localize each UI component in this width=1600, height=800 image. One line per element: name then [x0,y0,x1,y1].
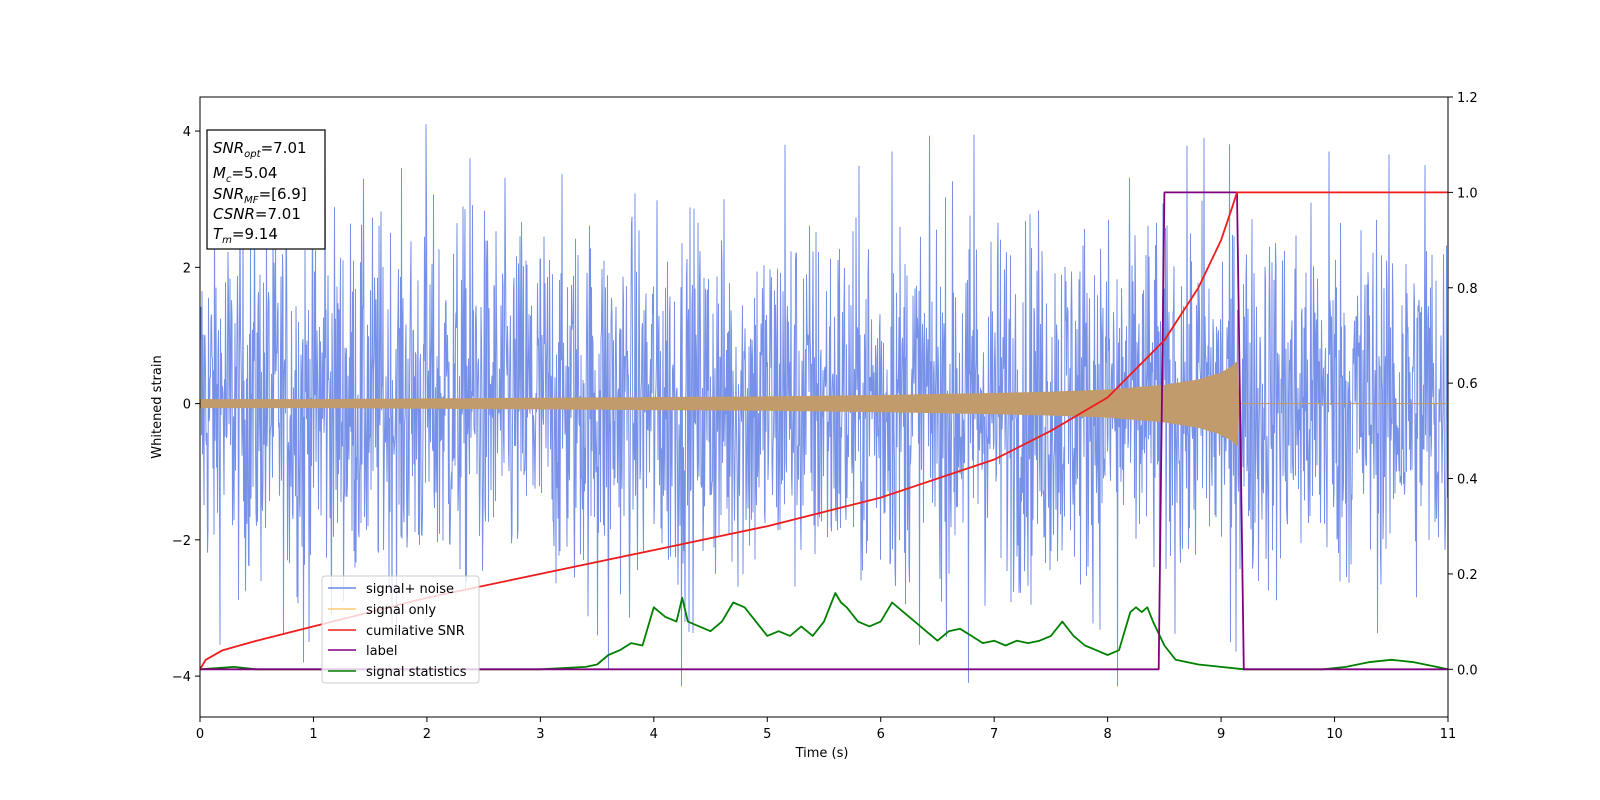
x-tick-label: 0 [196,727,204,742]
cumulative-snr-line [200,191,1448,670]
y-tick-label: 4 [183,125,191,140]
annotation-csnr: CSNR=7.01 [213,205,301,223]
annotation-snr-mf: SNRMF=[6.9] [213,185,307,206]
legend-frame [321,575,480,684]
x-tick-label: 10 [1326,727,1343,742]
legend-label-label: label [366,644,397,659]
plot-frame [199,96,1449,718]
x-axis: 0 1 2 3 4 5 6 7 8 9 10 11 [196,717,1456,742]
signal-statistics-line [200,592,1448,671]
annotation-merger-time: Tm=9.14 [213,225,278,246]
label-line [200,191,1448,671]
y-axis-left: −4 −2 0 2 4 [172,125,200,685]
right-axis-series [200,191,1448,671]
y2-tick-label: 0.0 [1457,663,1478,678]
x-tick-label: 9 [1217,727,1225,742]
y2-tick-label: 0.2 [1457,568,1478,583]
snr-annotation-box: SNRopt=7.01 Mc=5.04 SNRMF=[6.9] CSNR=7.0… [206,129,326,250]
x-tick-label: 7 [990,727,998,742]
x-tick-label: 1 [309,727,317,742]
y2-tick-label: 0.8 [1457,282,1478,297]
y-tick-label: 0 [183,398,191,413]
x-axis-label: Time (s) [795,746,849,761]
annotation-chirp-mass: Mc=5.04 [213,164,277,185]
legend-label-signal-noise: signal+ noise [366,582,454,597]
y2-tick-label: 1.2 [1457,91,1478,106]
legend-label-cumulative-snr: cumilative SNR [366,624,465,639]
y2-tick-label: 0.4 [1457,473,1478,488]
x-tick-label: 11 [1440,727,1457,742]
x-tick-label: 4 [650,727,658,742]
annotation-frame [206,129,326,250]
y2-tick-label: 0.6 [1457,377,1478,392]
x-tick-label: 3 [536,727,544,742]
y2-tick-label: 1.0 [1457,186,1478,201]
legend: signal+ noise signal only cumilative SNR… [321,575,480,684]
x-tick-label: 6 [877,727,885,742]
x-tick-label: 5 [763,727,771,742]
y-axis-right: 0.0 0.2 0.4 0.6 0.8 1.0 1.2 [1448,91,1478,678]
annotation-snr-opt: SNRopt=7.01 [213,139,307,160]
y-tick-label: −4 [172,670,191,685]
y-axis-label: Whitened strain [150,355,165,458]
y-tick-label: −2 [172,534,191,549]
legend-label-signal-only: signal only [366,603,436,618]
y-tick-label: 2 [183,261,191,276]
legend-label-signal-statistics: signal statistics [366,665,467,680]
x-tick-label: 8 [1103,727,1111,742]
x-tick-label: 2 [423,727,431,742]
